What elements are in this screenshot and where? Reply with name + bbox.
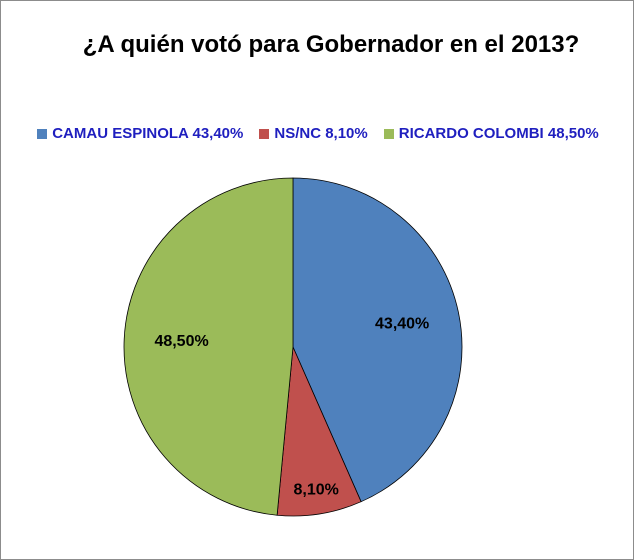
legend-item-colombi: RICARDO COLOMBI 48,50% <box>383 125 599 142</box>
legend-item-camau: CAMAU ESPINOLA 43,40% <box>37 125 243 142</box>
legend-swatch-nsnc <box>259 128 270 139</box>
legend-item-nsnc: NS/NC 8,10% <box>259 125 368 142</box>
legend-swatch-colombi <box>383 128 394 139</box>
legend-label-colombi: RICARDO COLOMBI 48,50% <box>398 125 599 142</box>
pie-label-nsnc: 8,10% <box>294 482 339 499</box>
legend-swatch-camau <box>37 128 48 139</box>
legend-label-camau: CAMAU ESPINOLA 43,40% <box>52 125 244 142</box>
legend-label-nsnc: NS/NC 8,10% <box>274 125 368 142</box>
pie-label-camau: 43,40% <box>375 315 429 332</box>
chart-legend: CAMAU ESPINOLA 43,40% NS/NC 8,10% RICARD… <box>1 125 634 142</box>
pie-slice-colombi <box>123 177 294 516</box>
pie-slice-camau <box>292 177 463 503</box>
chart-title: ¿A quién votó para Gobernador en el 2013… <box>82 31 580 58</box>
pie-label-colombi: 48,50% <box>154 333 208 350</box>
